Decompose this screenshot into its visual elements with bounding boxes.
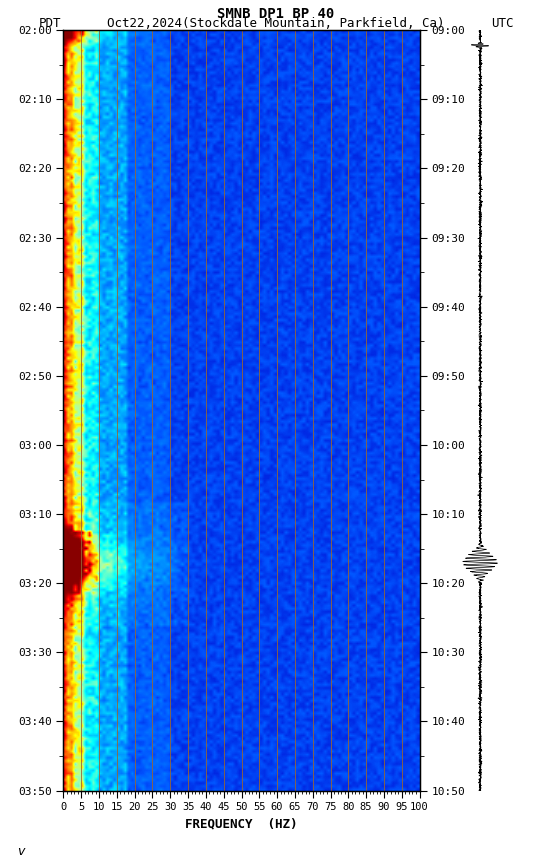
Text: Oct22,2024(Stockdale Mountain, Parkfield, Ca): Oct22,2024(Stockdale Mountain, Parkfield… xyxy=(107,17,445,30)
X-axis label: FREQUENCY  (HZ): FREQUENCY (HZ) xyxy=(185,818,298,831)
Text: SMNB DP1 BP 40: SMNB DP1 BP 40 xyxy=(217,7,335,21)
Text: UTC: UTC xyxy=(491,17,513,30)
Text: $v$: $v$ xyxy=(17,845,26,858)
Text: PDT: PDT xyxy=(39,17,61,30)
